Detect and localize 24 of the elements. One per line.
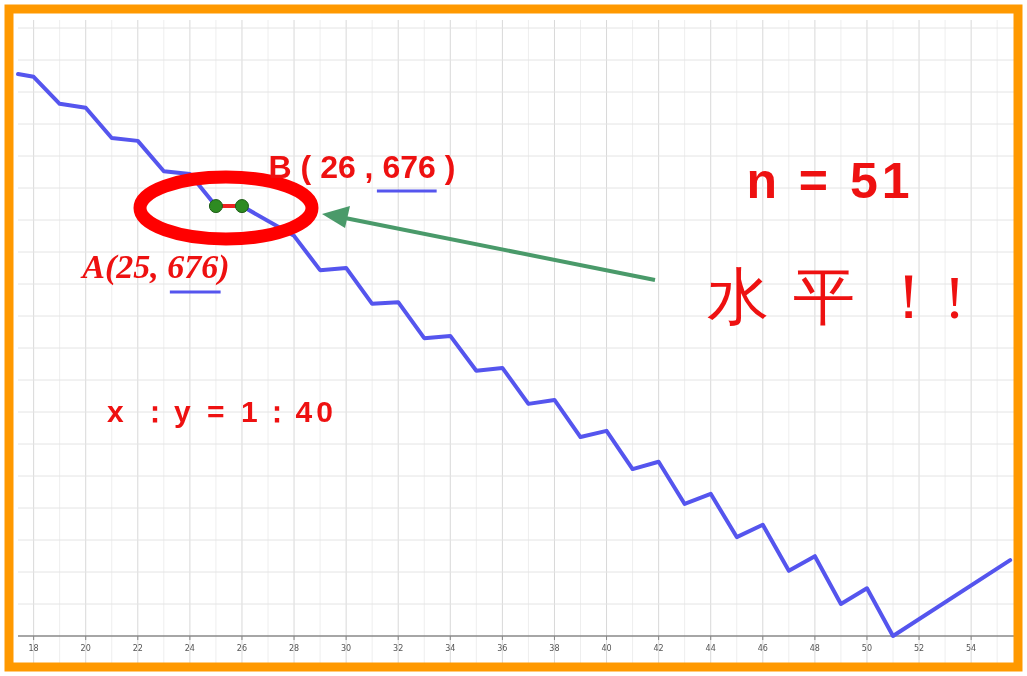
x-tick-label: 46	[757, 644, 768, 653]
x-tick-label: 28	[288, 644, 300, 653]
annotation: B ( 26 , 676 )	[268, 149, 456, 186]
annotation: n = 51	[746, 153, 914, 209]
x-tick-label: 26	[236, 644, 248, 653]
x-tick-label: 40	[601, 644, 612, 653]
x-tick-label: 30	[341, 644, 352, 653]
annotation: 水 平 ！!	[707, 263, 969, 331]
annotation: x ：y = 1：40	[107, 395, 337, 428]
x-tick-label: 36	[497, 644, 508, 653]
x-tick-label: 38	[549, 644, 560, 653]
x-tick-label: 22	[132, 644, 143, 653]
x-tick-label: 52	[913, 644, 925, 653]
x-tick-label: 54	[966, 644, 977, 653]
x-tick-label: 18	[28, 644, 39, 653]
x-tick-label: 50	[861, 644, 873, 653]
x-tick-label: 20	[80, 644, 91, 653]
x-tick-label: 48	[809, 644, 820, 653]
x-tick-label: 32	[393, 644, 404, 653]
x-tick-label: 42	[653, 644, 664, 653]
x-tick-label: 34	[445, 644, 456, 653]
x-tick-label: 24	[184, 644, 195, 653]
x-tick-label: 44	[705, 644, 716, 653]
annotation: A(25, 676)	[80, 248, 230, 287]
